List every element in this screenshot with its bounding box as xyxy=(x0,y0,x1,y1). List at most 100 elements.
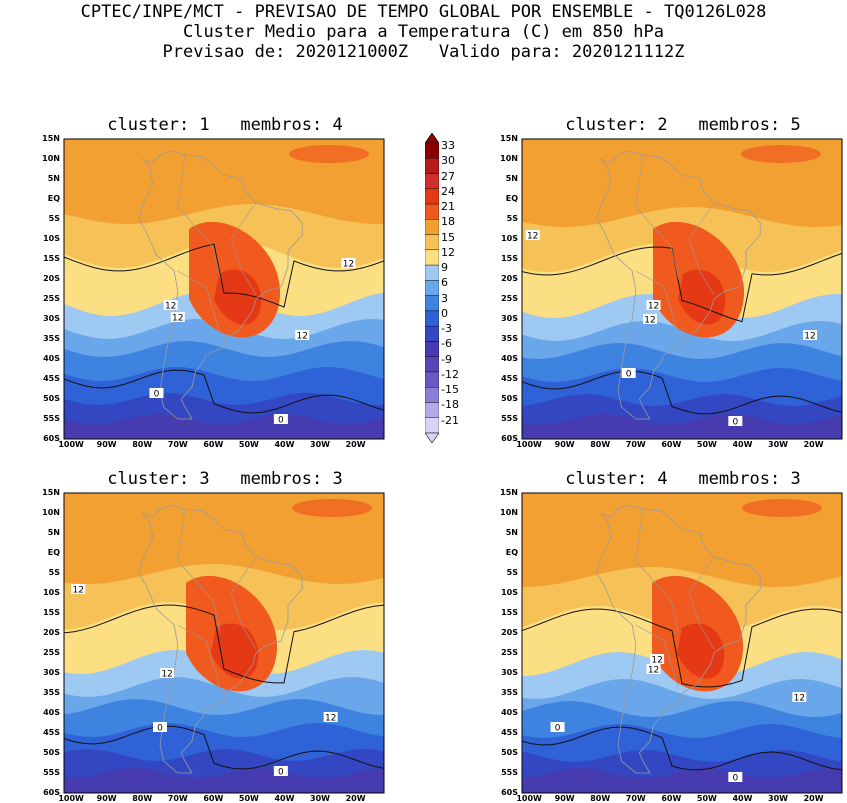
lat-tick-label: 10S xyxy=(43,588,60,597)
lat-tick-label: 15N xyxy=(500,134,518,143)
colorbar-swatch xyxy=(424,356,440,373)
colorbar-swatch xyxy=(424,249,440,266)
contour-label-4: 0 xyxy=(273,766,288,778)
lat-tick-label: 55S xyxy=(501,414,518,423)
contour-label-5: 0 xyxy=(273,414,288,426)
contour-label-2: 12 xyxy=(792,692,807,704)
contour-label-1: 12 xyxy=(646,300,661,312)
lat-tick-label: 5N xyxy=(505,528,518,537)
lon-tick-label: 80W xyxy=(590,794,611,803)
colorbar: 33 30 27 24 21 18 15 12 9 6 3 0 -3 -6 -9 -12 -15 -18 -21 xyxy=(424,132,475,444)
coastline xyxy=(138,504,303,774)
warm-patch-north xyxy=(741,145,821,163)
lat-tick-label: 15S xyxy=(43,254,60,263)
lon-tick-label: 100W xyxy=(58,440,84,449)
lon-tick-label: 20W xyxy=(803,794,824,803)
lat-tick-label: 60S xyxy=(43,434,60,443)
band-minus-6 xyxy=(64,414,384,439)
lon-tick-label: 80W xyxy=(590,440,611,449)
colorbar-label: 6 xyxy=(441,276,448,290)
contour-label-2: 12 xyxy=(170,312,185,324)
lat-tick-label: 10N xyxy=(500,508,518,517)
lat-tick-label: 60S xyxy=(501,434,518,443)
svg-text:0: 0 xyxy=(732,418,738,428)
colorbar-label: 15 xyxy=(441,230,455,244)
colorbar-label: 18 xyxy=(441,215,455,229)
svg-text:12: 12 xyxy=(527,232,538,242)
lon-tick-label: 20W xyxy=(345,440,366,449)
band-minus-6 xyxy=(64,768,384,793)
contour-0 xyxy=(63,369,385,414)
colorbar-label: -6 xyxy=(441,337,452,351)
lat-tick-label: EQ xyxy=(505,194,518,203)
colorbar-swatch xyxy=(424,417,440,434)
lon-tick-label: 40W xyxy=(274,794,295,803)
lon-tick-label: 40W xyxy=(732,440,753,449)
header-line-1: CPTEC/INPE/MCT - PREVISAO DE TEMPO GLOBA… xyxy=(80,2,767,22)
lat-tick-label: 30S xyxy=(501,314,518,323)
colorbar-swatch xyxy=(424,387,440,403)
lon-tick-label: 70W xyxy=(625,794,646,803)
colorbar-label: 0 xyxy=(441,306,448,320)
lon-tick-label: 30W xyxy=(768,794,788,803)
svg-text:12: 12 xyxy=(296,332,307,342)
lat-tick-label: 25S xyxy=(43,294,60,303)
lat-tick-label: 20S xyxy=(501,628,518,637)
lat-tick-label: EQ xyxy=(505,548,518,557)
colorbar-swatch xyxy=(424,173,440,189)
lat-tick-label: 50S xyxy=(501,748,518,757)
svg-text:12: 12 xyxy=(794,694,805,704)
lat-tick-label: 20S xyxy=(43,274,60,283)
colorbar-label: -9 xyxy=(441,352,452,366)
colorbar-swatch xyxy=(424,203,440,220)
lat-tick-label: 5S xyxy=(48,214,60,223)
contour-label-0: 12 xyxy=(650,654,665,666)
lon-tick-label: 90W xyxy=(554,440,575,449)
lat-tick-label: 60S xyxy=(501,788,518,797)
band-minus-6 xyxy=(522,768,842,793)
lon-tick-label: 80W xyxy=(132,440,153,449)
lon-tick-label: 40W xyxy=(274,440,295,449)
colorbar-label: -15 xyxy=(441,383,459,397)
lon-tick-label: 20W xyxy=(803,440,824,449)
map-frame xyxy=(521,492,843,794)
header-line-2: Cluster Medio para a Temperatura (C) em … xyxy=(182,22,665,42)
lat-tick-label: 10N xyxy=(42,154,60,163)
lat-tick-label: 25S xyxy=(501,294,518,303)
lat-tick-label: 15N xyxy=(42,488,60,497)
lon-tick-label: 50W xyxy=(238,440,259,449)
lat-tick-label: 15S xyxy=(501,254,518,263)
colorbar-arrow-bottom xyxy=(424,432,440,444)
band-minus-6 xyxy=(522,414,842,439)
lat-tick-label: 50S xyxy=(43,394,60,403)
warm-core-24 xyxy=(678,269,726,325)
contour-label-1: 12 xyxy=(163,300,178,312)
contour-label-1: 12 xyxy=(646,664,661,676)
svg-text:0: 0 xyxy=(157,724,163,734)
temperature-field: 12 12 12 0 0 xyxy=(63,492,385,794)
lon-tick-label: 50W xyxy=(696,440,717,449)
svg-text:12: 12 xyxy=(172,314,183,324)
warm-patch-north xyxy=(292,499,372,517)
colorbar-label: -3 xyxy=(441,322,452,336)
lon-tick-label: 40W xyxy=(732,794,753,803)
colorbar-label: 9 xyxy=(441,261,448,275)
warm-patch-north xyxy=(742,499,822,517)
lat-tick-label: 10N xyxy=(500,154,518,163)
lat-tick-label: 30S xyxy=(501,668,518,677)
lat-tick-label: 55S xyxy=(43,414,60,423)
lon-tick-label: 70W xyxy=(167,794,188,803)
svg-text:12: 12 xyxy=(644,316,655,326)
lat-tick-label: 15N xyxy=(42,134,60,143)
lon-tick-label: 70W xyxy=(167,440,188,449)
svg-text:12: 12 xyxy=(72,586,83,596)
contour-label-4: 0 xyxy=(621,368,636,380)
lat-tick-label: 25S xyxy=(43,648,60,657)
lon-tick-label: 60W xyxy=(661,794,682,803)
colorbar-swatch xyxy=(424,234,440,251)
lat-tick-label: 60S xyxy=(43,788,60,797)
lat-tick-label: 45S xyxy=(43,728,60,737)
coastline xyxy=(596,504,761,774)
lon-tick-label: 100W xyxy=(58,794,84,803)
lat-tick-label: 40S xyxy=(43,708,60,717)
